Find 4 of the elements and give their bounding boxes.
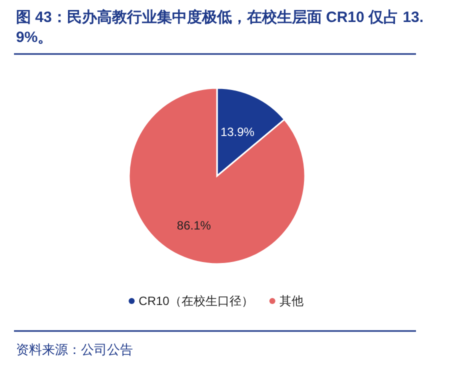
annotation: 资料来源：公司公告 xyxy=(16,342,133,357)
legend-label: CR10（在校生口径） xyxy=(138,294,254,308)
legend-label: 其他 xyxy=(279,294,304,308)
title: 图 43：民办高教行业集中度极低，在校生层面 CR10 仅占 13.9%。 xyxy=(16,9,424,46)
